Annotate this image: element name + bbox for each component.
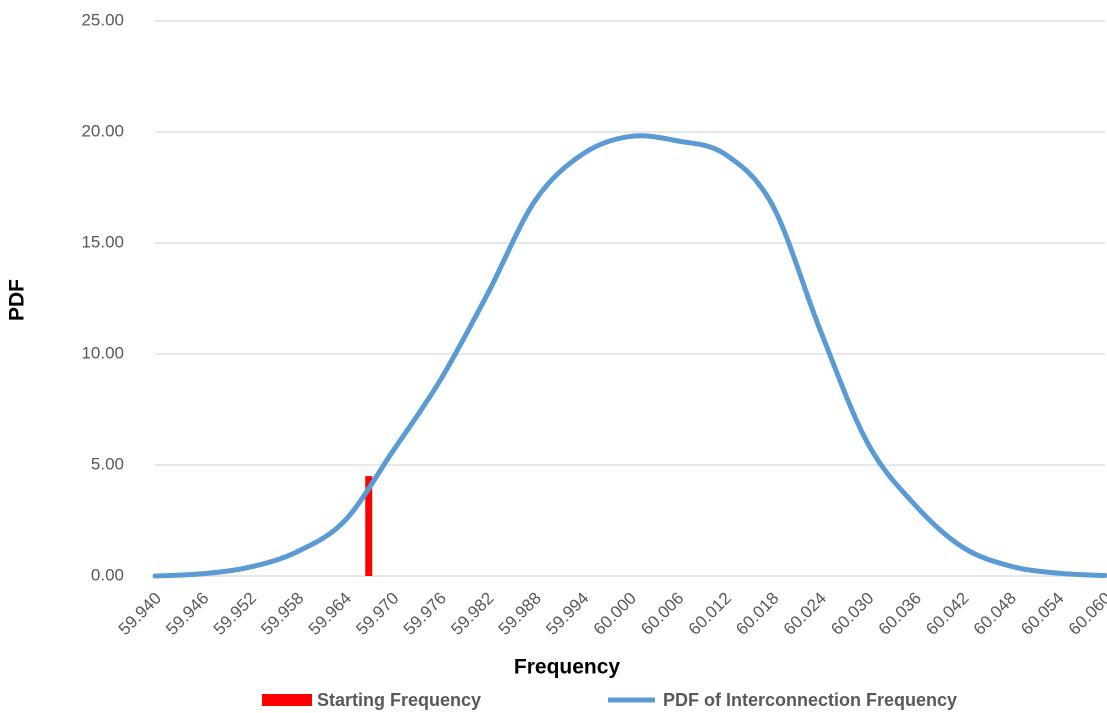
x-tick-label: 60.042 (922, 589, 972, 639)
x-tick-label: 60.018 (732, 589, 782, 639)
x-tick-label: 60.054 (1017, 589, 1067, 639)
bar (365, 476, 373, 576)
x-tick-label: 60.030 (827, 589, 877, 639)
y-axis-title: PDF (6, 279, 29, 321)
line (152, 133, 1107, 579)
x-tick-label: 59.976 (400, 589, 450, 639)
x-tick-label: 60.000 (590, 589, 640, 639)
y-tick-label: 15.00 (81, 232, 124, 251)
y-tick-label: 5.00 (91, 454, 124, 473)
x-tick-label: 59.952 (210, 589, 260, 639)
y-tick-label: 20.00 (81, 121, 124, 140)
x-tick-label: 60.048 (970, 589, 1020, 639)
x-tick-label: 60.060 (1065, 589, 1107, 639)
x-tick-label: 59.958 (257, 589, 307, 639)
x-tick-label: 60.006 (637, 589, 687, 639)
x-tick-label: 59.940 (115, 589, 165, 639)
y-tick-label: 25.00 (81, 10, 124, 29)
y-tick-label: 10.00 (81, 343, 124, 362)
x-tick-label: 59.982 (447, 589, 497, 639)
x-tick-label: 60.024 (780, 589, 830, 639)
y-tick-label: 0.00 (91, 565, 124, 584)
x-axis-title: Frequency (514, 656, 621, 679)
x-tick-label: 59.988 (495, 589, 545, 639)
x-tick-label: 59.994 (542, 589, 592, 639)
legend-swatch (262, 694, 312, 706)
x-tick-label: 59.946 (162, 589, 212, 639)
x-tick-label: 60.036 (875, 589, 925, 639)
x-tick-label: 59.964 (305, 589, 355, 639)
legend-label: PDF of Interconnection Frequency (663, 690, 957, 710)
x-tick-label: 60.012 (685, 589, 735, 639)
x-tick-label: 59.970 (352, 589, 402, 639)
legend-label: Starting Frequency (317, 690, 481, 710)
